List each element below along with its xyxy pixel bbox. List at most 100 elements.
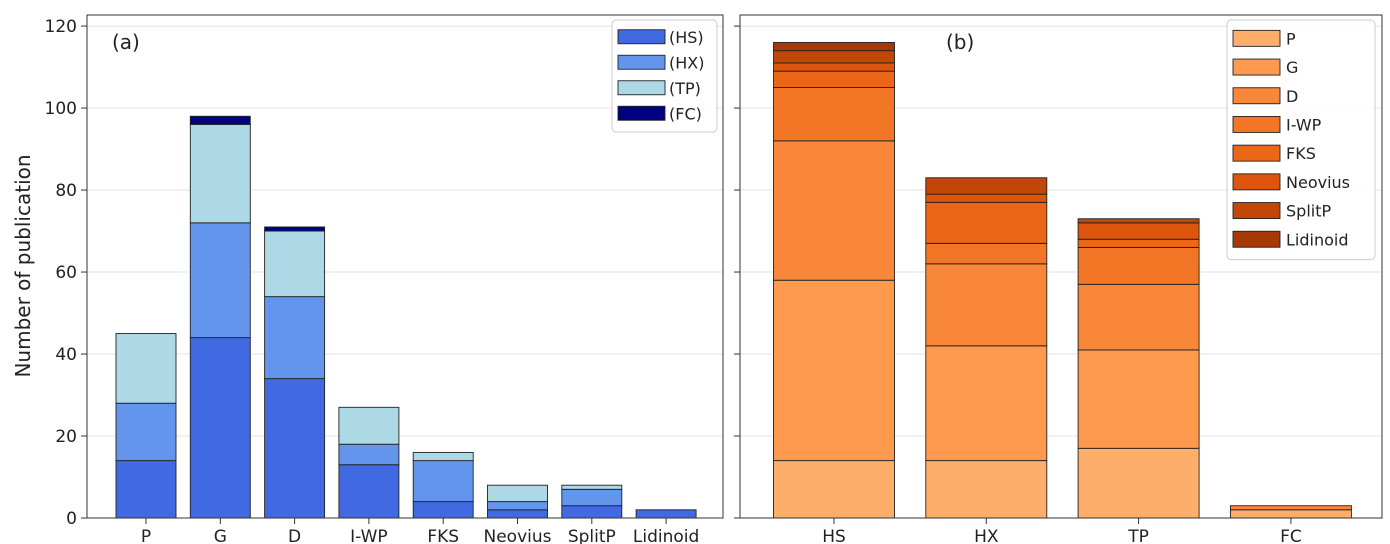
panel-b-label: (b) [946,30,974,54]
panel-b-legend-label: D [1286,87,1298,106]
panel-a-bar-segment [635,509,697,519]
panel-a-x-tick-label: D [288,527,301,544]
panel-a-bar-segment [115,460,177,519]
panel-b-legend-swatch [1232,230,1281,248]
panel-a-legend-box [611,19,718,133]
panel-a-legend-swatch [617,80,666,96]
panel-a-bar-segment [412,501,474,519]
panel-b-legend-label: I-WP [1286,115,1322,134]
panel-a-legend-swatch [617,105,666,121]
panel-a-y-tick-label: 20 [55,427,77,447]
panel-a-bar-segment [115,402,177,462]
panel-b-legend-label: Lidinoid [1286,230,1349,249]
panel-b-legend-swatch [1232,29,1281,47]
panel-b-bar-segment [773,50,895,64]
panel-a-bar-segment [412,460,474,503]
panel-b-bar-segment [925,263,1048,347]
panel-a-frame [86,14,724,519]
panel-a-legend-label: (FC) [669,104,702,123]
panel-b-legend-box [1226,19,1376,261]
panel-b-bar-segment [773,70,895,89]
panel-a-legend-label: (TP) [669,79,701,98]
panel-b-x-tick-label: TP [1127,527,1149,544]
panel-a-x-tick-label: Neovius [484,527,552,544]
panel-b-bar-segment [925,177,1048,195]
panel-a-bar-segment [487,484,548,503]
panel-a-x-tick-label: SplitP [568,527,616,544]
panel-b-bar-segment [1077,222,1200,240]
panel-a-y-tick-label: 100 [45,99,77,119]
panel-b-legend-label: P [1286,29,1296,48]
panel-b-legend-swatch [1232,144,1281,162]
panel-b-bar-segment [925,460,1048,519]
panel-b-bar-segment [1077,447,1200,519]
panel-a-y-axis: 0 20 40 60 80 100 120 [45,17,87,529]
panel-b-x-tick-label: HS [822,527,846,544]
panel-a-x-tick-label: P [141,527,151,544]
panel-b-bar-segment [773,87,895,142]
panel-a-bar-segment [487,509,548,519]
panel-b-bar-segment [773,42,895,52]
panel-a-y-tick-label: 60 [55,263,77,283]
panel-b-legend-swatch [1232,115,1281,133]
panel-b-bar-segment [925,201,1048,244]
panel-b-legend: PGD I-WP FKS Neovius SplitP Lidinoid [1226,19,1376,261]
panel-b-legend-swatch [1232,173,1281,191]
panel-b-bar-segment [1077,349,1200,449]
panel-b-bar-segment [925,242,1048,265]
panel-a-bar-segment [189,115,251,125]
panel-b-bar-segment [1077,283,1200,351]
panel-b-legend-label: SplitP [1286,202,1331,221]
panel-b-frame [739,14,1383,519]
panel-b-x-tick-label: HX [974,527,999,544]
panel-b-bar-segment [925,345,1048,462]
panel-a-bar-segment [189,222,251,339]
panel-a-bar-segment [264,230,326,298]
panel-a-y-tick-label: 80 [55,181,77,201]
panel-b-bar-segment [773,279,895,462]
panel-a-legend-label: (HX) [669,53,704,72]
panel-a-legend-swatch [617,29,666,45]
panel-a-x-tick-label: G [214,527,227,544]
panel-a-bar-segment [189,124,251,224]
panel-b-legend-label: FKS [1286,144,1316,163]
panel-a-bar-segment [561,484,623,490]
panel-b-x-tick-label: FC [1280,527,1302,544]
panel-a-y-tick-label: 40 [55,345,77,365]
panel-a-bar-segment [189,337,251,519]
panel-a-y-tick-label: 120 [45,17,77,37]
panel-a-bar-segment [487,501,548,511]
panel-b-bar-segment [1077,218,1200,224]
panel-b-legend-swatch [1232,87,1281,105]
panel-b-bar-segment [773,62,895,72]
panel-a-bar-segment [264,296,326,380]
panel-a: 0 20 40 60 80 100 120 P G D I-WP FKS Neovius SplitP L… [11,14,724,544]
panel-b-legend-label: Neovius [1286,173,1350,192]
panel-b-bar-segment [773,140,895,281]
panel-a-label: (a) [112,30,140,54]
panel-a-bar-segment [264,378,326,519]
panel-b-legend-label: G [1286,58,1298,77]
panel-a-x-tick-label: I-WP [350,527,388,544]
panel-a-bar-segment [412,451,474,462]
panel-a-x-tick-label: FKS [427,527,459,544]
panel-a-bar-segment [264,226,326,232]
panel-a-y-tick-label: 0 [66,509,77,529]
panel-b: HS HX TP FC (b) PGD I-WP FKS Neovius SplitP Lidi… [734,14,1383,544]
panel-a-x-tick-label: Lidinoid [633,527,699,544]
panel-b-bar-segment [925,193,1048,203]
panel-a-bar-segment [338,406,400,445]
panel-a-bar-segment [115,333,177,404]
panel-a-bar-segment [338,443,400,466]
panel-b-bar-segment [1077,246,1200,285]
panel-b-legend-swatch [1232,202,1281,220]
panel-b-bar-segment [1229,509,1352,519]
y-axis-title: Number of publication [11,154,35,377]
panel-b-y-axis [734,25,740,519]
panel-a-bar-segment [561,505,623,519]
panel-a-legend-label: (HS) [669,28,704,47]
panel-b-x-axis: HS HX TP FC [822,518,1302,544]
panel-b-bar-segment [1077,238,1200,248]
panel-a-legend-swatch [617,54,666,70]
